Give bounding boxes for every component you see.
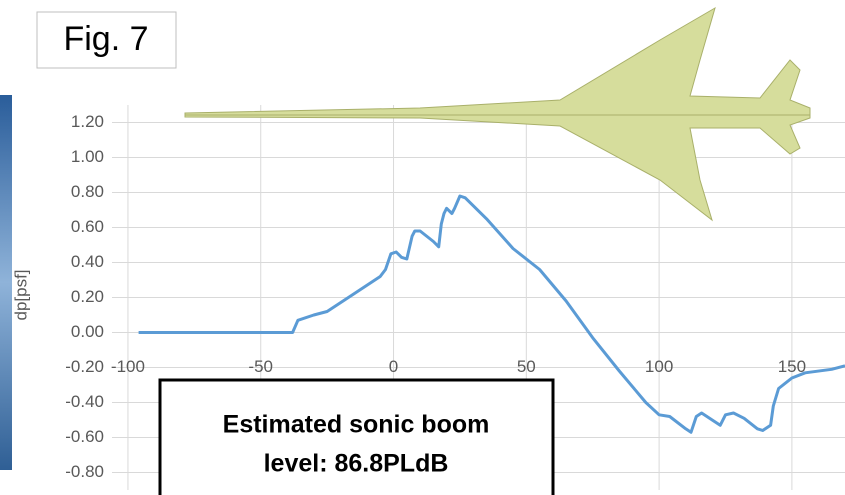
y-tick-label: 1.20	[71, 112, 104, 131]
x-tick-label: 150	[778, 357, 806, 376]
aircraft-illustration	[185, 8, 810, 220]
y-tick-label: -0.20	[65, 357, 104, 376]
annotation: Estimated sonic boom	[223, 411, 490, 439]
x-tick-label: 50	[517, 357, 536, 376]
page: {"chart_data": {"type": "line", "figure_…	[0, 0, 845, 495]
y-tick-label: -0.40	[65, 392, 104, 411]
y-tick-label: 0.20	[71, 287, 104, 306]
y-tick-label: -0.80	[65, 462, 104, 481]
y-tick-label: 0.40	[71, 252, 104, 271]
y-tick-label: 0.00	[71, 322, 104, 341]
x-tick-label: 0	[389, 357, 398, 376]
annotation: level: 86.8PLdB	[264, 450, 449, 478]
chart: Fig. 7 dp[psf] Estimated sonic boom leve…	[0, 0, 845, 495]
background-strip	[0, 95, 12, 470]
x-tick-label: 100	[645, 357, 673, 376]
y-tick-label: 0.80	[71, 182, 104, 201]
y-tick-label: -0.60	[65, 427, 104, 446]
y-axis-label: dp[psf]	[11, 269, 30, 320]
y-tick-label: 1.00	[71, 147, 104, 166]
figure-label: Fig. 7	[63, 20, 148, 58]
x-tick-label: -100	[111, 357, 145, 376]
y-tick-label: 0.60	[71, 217, 104, 236]
x-tick-label: -50	[248, 357, 273, 376]
